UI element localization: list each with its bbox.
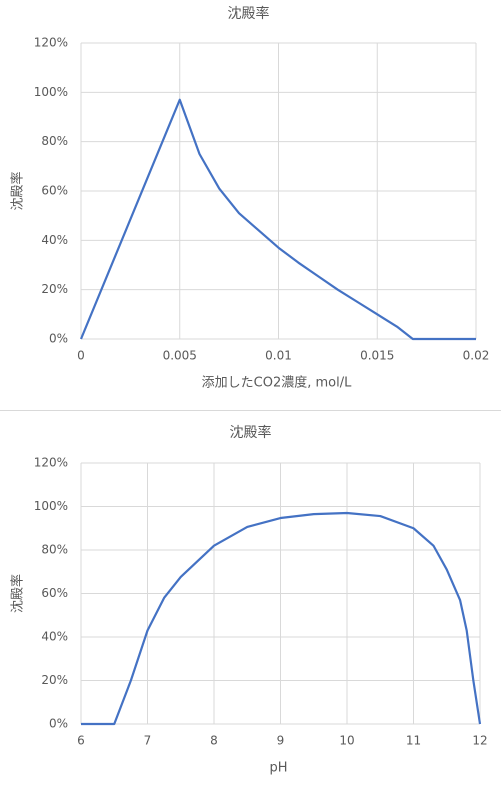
x-tick-label: 11 bbox=[406, 734, 421, 748]
x-axis-title: 添加したCO2濃度, mol/L bbox=[202, 375, 352, 391]
y-tick-label: 120% bbox=[34, 456, 68, 470]
x-tick-label: 6 bbox=[77, 734, 85, 748]
y-tick-label: 60% bbox=[41, 184, 68, 198]
y-tick-label: 0% bbox=[49, 332, 68, 346]
y-tick-label: 100% bbox=[34, 85, 68, 99]
y-axis-title: 沈殿率 bbox=[10, 171, 26, 210]
chart-title: 沈殿率 bbox=[230, 424, 272, 441]
x-tick-label: 12 bbox=[472, 734, 487, 748]
x-tick-label: 7 bbox=[144, 734, 152, 748]
x-tick-label: 9 bbox=[277, 734, 285, 748]
y-tick-label: 80% bbox=[41, 543, 68, 557]
x-tick-label: 0.005 bbox=[163, 349, 197, 363]
y-tick-label: 20% bbox=[41, 282, 68, 296]
x-tick-label: 0.01 bbox=[265, 349, 292, 363]
y-tick-label: 40% bbox=[41, 630, 68, 644]
y-tick-label: 20% bbox=[41, 673, 68, 687]
x-axis-title: pH bbox=[269, 761, 287, 776]
y-tick-label: 40% bbox=[41, 233, 68, 247]
line bbox=[79, 98, 476, 341]
x-tick-label: 0 bbox=[77, 349, 85, 363]
x-tick-label: 0.02 bbox=[463, 349, 490, 363]
x-tick-label: 10 bbox=[339, 734, 354, 748]
x-tick-label: 0.015 bbox=[360, 349, 394, 363]
chart-title: 沈殿率 bbox=[228, 5, 270, 22]
x-tick-label: 8 bbox=[210, 734, 218, 748]
line bbox=[81, 511, 482, 726]
y-tick-label: 120% bbox=[34, 36, 68, 50]
y-tick-label: 60% bbox=[41, 586, 68, 600]
y-tick-label: 0% bbox=[49, 717, 68, 731]
y-tick-label: 100% bbox=[34, 499, 68, 513]
y-tick-label: 80% bbox=[41, 134, 68, 148]
y-axis-title: 沈殿率 bbox=[10, 574, 26, 613]
